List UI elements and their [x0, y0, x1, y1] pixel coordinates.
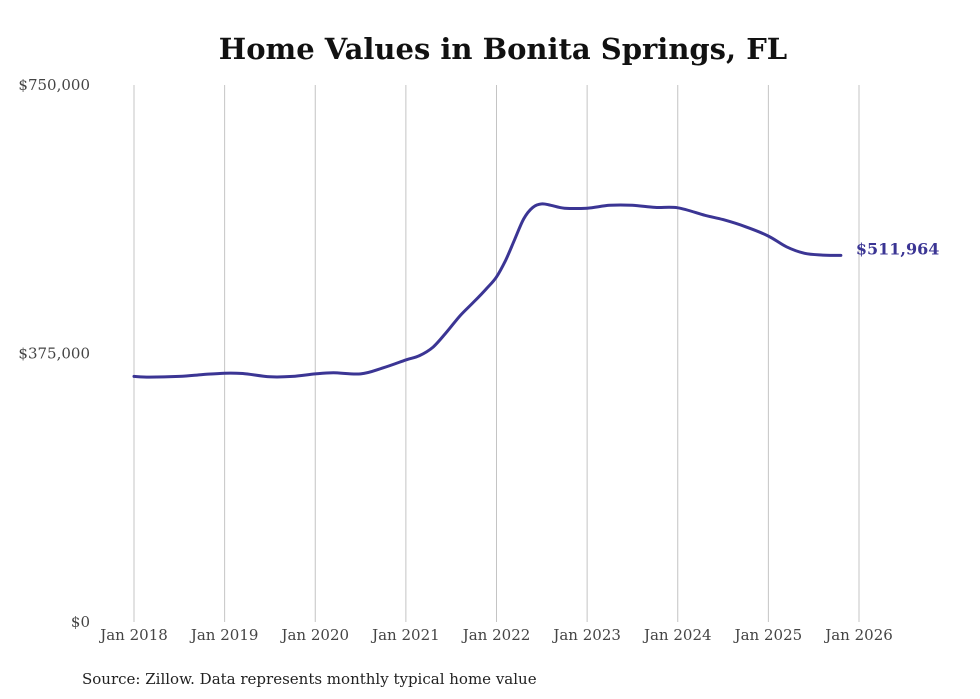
- y-tick-label: $750,000: [18, 76, 90, 94]
- gridlines: [133, 85, 860, 622]
- x-tick-label: Jan 2023: [551, 626, 621, 644]
- y-tick-label: $375,000: [18, 345, 90, 363]
- y-tick-label: $0: [71, 613, 90, 631]
- x-tick-label: Jan 2022: [461, 626, 531, 644]
- source-note: Source: Zillow. Data represents monthly …: [82, 670, 537, 688]
- chart-title: Home Values in Bonita Springs, FL: [219, 32, 787, 66]
- x-tick-label: Jan 2018: [98, 626, 168, 644]
- x-tick-label: Jan 2024: [642, 626, 712, 644]
- x-tick-label: Jan 2021: [370, 626, 440, 644]
- y-axis-ticks: $0 $375,000 $750,000: [18, 76, 90, 631]
- x-tick-label: Jan 2026: [823, 626, 893, 644]
- x-tick-label: Jan 2020: [279, 626, 349, 644]
- x-axis-ticks: Jan 2018 Jan 2019 Jan 2020 Jan 2021 Jan 2022…: [98, 626, 893, 644]
- x-tick-label: Jan 2019: [189, 626, 259, 644]
- series-line-typical-home-value: [132, 202, 843, 379]
- x-tick-label: Jan 2025: [733, 626, 803, 644]
- last-value-label: $511,964: [856, 239, 940, 258]
